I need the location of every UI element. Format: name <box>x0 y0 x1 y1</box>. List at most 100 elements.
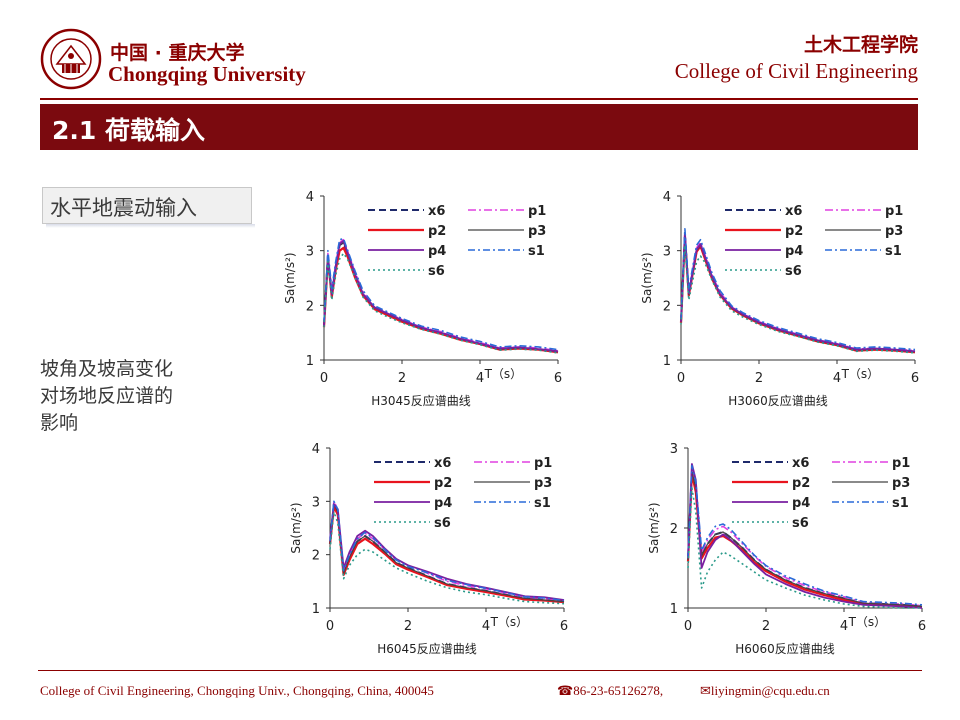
x-tick-label: 4 <box>476 371 484 386</box>
legend-label-p1: p1 <box>892 456 910 471</box>
university-name-en: Chongqing University <box>108 62 306 86</box>
legend-label-p4: p4 <box>434 496 452 511</box>
legend-label-p3: p3 <box>885 224 903 239</box>
spectrum-chart-h3045: 1 2 3 4 0 2 4 6 Sa(m/s²) T（s） H3045反应谱曲线 x6 p1 p2 p3 p4… <box>283 190 562 408</box>
legend-label-p2: p2 <box>792 476 810 491</box>
legend-label-p1: p1 <box>534 456 552 471</box>
x-axis-label: T（s） <box>490 615 529 629</box>
legend-label-s1: s1 <box>892 496 909 511</box>
legend-label-s1: s1 <box>885 244 902 259</box>
y-tick-label: 3 <box>670 442 678 457</box>
x-tick-label: 4 <box>840 619 848 634</box>
series-line-s6 <box>680 244 916 354</box>
series-line-x6 <box>687 471 923 608</box>
y-axis-label: Sa(m/s²) <box>640 252 654 303</box>
footer-email-address: liyingmin@cqu.edu.cn <box>710 683 830 698</box>
university-name-cn: 中国 · 重庆大学 <box>110 42 245 64</box>
legend-label-s1: s1 <box>528 244 545 259</box>
chart-caption: H3060反应谱曲线 <box>728 393 828 408</box>
legend-label-p3: p3 <box>528 224 546 239</box>
x-axis-label: T（s） <box>484 367 523 381</box>
y-tick-label: 1 <box>670 602 678 617</box>
legend-label-s1: s1 <box>534 496 551 511</box>
footer-phone: ☎86-23-65126278, <box>557 683 663 699</box>
footer-phone-number: 86-23-65126278, <box>573 683 664 698</box>
chart-caption: H6060反应谱曲线 <box>735 641 835 656</box>
chart-caption: H6045反应谱曲线 <box>377 641 477 656</box>
legend-label-x6: x6 <box>434 456 451 471</box>
phone-icon: ☎ <box>557 683 574 698</box>
description-text: 坡角及坡高变化 对场地反应谱的 影响 <box>40 356 230 437</box>
x-tick-label: 6 <box>560 619 568 634</box>
chart-caption: H3045反应谱曲线 <box>371 393 471 408</box>
footer-email: ✉liyingmin@cqu.edu.cn <box>700 683 830 699</box>
x-tick-label: 4 <box>833 371 841 386</box>
legend-label-p2: p2 <box>785 224 803 239</box>
spectrum-chart-h6060: 1 2 3 0 2 4 6 Sa(m/s²) T（s） H6060反应谱曲线 x6 p1 p2 p3 p4 s… <box>647 442 926 656</box>
legend-label-p4: p4 <box>792 496 810 511</box>
series-line-s1 <box>687 464 923 606</box>
legend-label-x6: x6 <box>792 456 809 471</box>
college-name-cn: 土木工程学院 <box>803 34 918 56</box>
legend-label-s6: s6 <box>428 264 445 279</box>
university-logo <box>40 28 102 90</box>
x-tick-label: 2 <box>755 371 763 386</box>
series-line-s6 <box>329 511 565 605</box>
legend-label-p1: p1 <box>885 204 903 219</box>
y-tick-label: 2 <box>663 299 671 314</box>
y-axis-label: Sa(m/s²) <box>289 502 303 553</box>
y-tick-label: 1 <box>306 354 314 369</box>
legend-label-p3: p3 <box>892 476 910 491</box>
x-tick-label: 0 <box>677 371 685 386</box>
email-icon: ✉ <box>700 683 711 698</box>
section-tag: 水平地震动输入 <box>42 187 252 224</box>
x-tick-label: 0 <box>326 619 334 634</box>
header-divider <box>40 98 918 100</box>
y-tick-label: 1 <box>663 354 671 369</box>
y-tick-label: 3 <box>663 245 671 260</box>
series-line-p4 <box>680 232 916 353</box>
x-tick-label: 0 <box>320 371 328 386</box>
legend-label-p3: p3 <box>534 476 552 491</box>
y-tick-label: 2 <box>306 299 314 314</box>
legend-label-p4: p4 <box>785 244 803 259</box>
series-line-p3 <box>687 471 923 607</box>
legend-label-p1: p1 <box>528 204 546 219</box>
x-tick-label: 2 <box>404 619 412 634</box>
series-line-s1 <box>329 500 565 602</box>
footer-address: College of Civil Engineering, Chongqing … <box>40 683 434 698</box>
legend-label-x6: x6 <box>428 204 445 219</box>
series-line-s6 <box>687 487 922 609</box>
x-tick-label: 4 <box>482 619 490 634</box>
footer-divider <box>38 670 922 671</box>
y-tick-label: 3 <box>306 245 314 260</box>
legend-label-s6: s6 <box>785 264 802 279</box>
slide-title: 2.1 荷载输入 <box>52 116 205 145</box>
legend-label-p2: p2 <box>428 224 446 239</box>
y-tick-label: 3 <box>312 495 320 510</box>
x-axis-label: T（s） <box>848 615 887 629</box>
legend-label-p4: p4 <box>428 244 446 259</box>
legend-label-x6: x6 <box>785 204 802 219</box>
y-tick-label: 4 <box>663 190 671 205</box>
series-line-p3 <box>329 503 565 603</box>
legend-label-s6: s6 <box>792 516 809 531</box>
y-tick-label: 1 <box>312 602 320 617</box>
college-name-en: College of Civil Engineering <box>674 59 918 83</box>
series-line-p2 <box>686 472 923 609</box>
x-tick-label: 0 <box>684 619 692 634</box>
y-tick-label: 2 <box>670 522 678 537</box>
y-axis-label: Sa(m/s²) <box>647 502 661 553</box>
series-line-s1 <box>323 237 559 351</box>
legend-label-s6: s6 <box>434 516 451 531</box>
series-line-s1 <box>680 227 916 351</box>
spectrum-chart-h3060: 1 2 3 4 0 2 4 6 Sa(m/s²) T（s） H3060反应谱曲线 x6 p1 p2 p3 p4… <box>640 190 919 408</box>
series-line-p4 <box>687 463 923 609</box>
description-line: 对场地反应谱的 <box>40 385 174 407</box>
x-tick-label: 6 <box>911 371 919 386</box>
x-tick-label: 2 <box>398 371 406 386</box>
y-axis-label: Sa(m/s²) <box>283 252 297 303</box>
section-tag-shadow <box>46 224 255 228</box>
x-tick-label: 6 <box>918 619 926 634</box>
y-tick-label: 2 <box>312 549 320 564</box>
